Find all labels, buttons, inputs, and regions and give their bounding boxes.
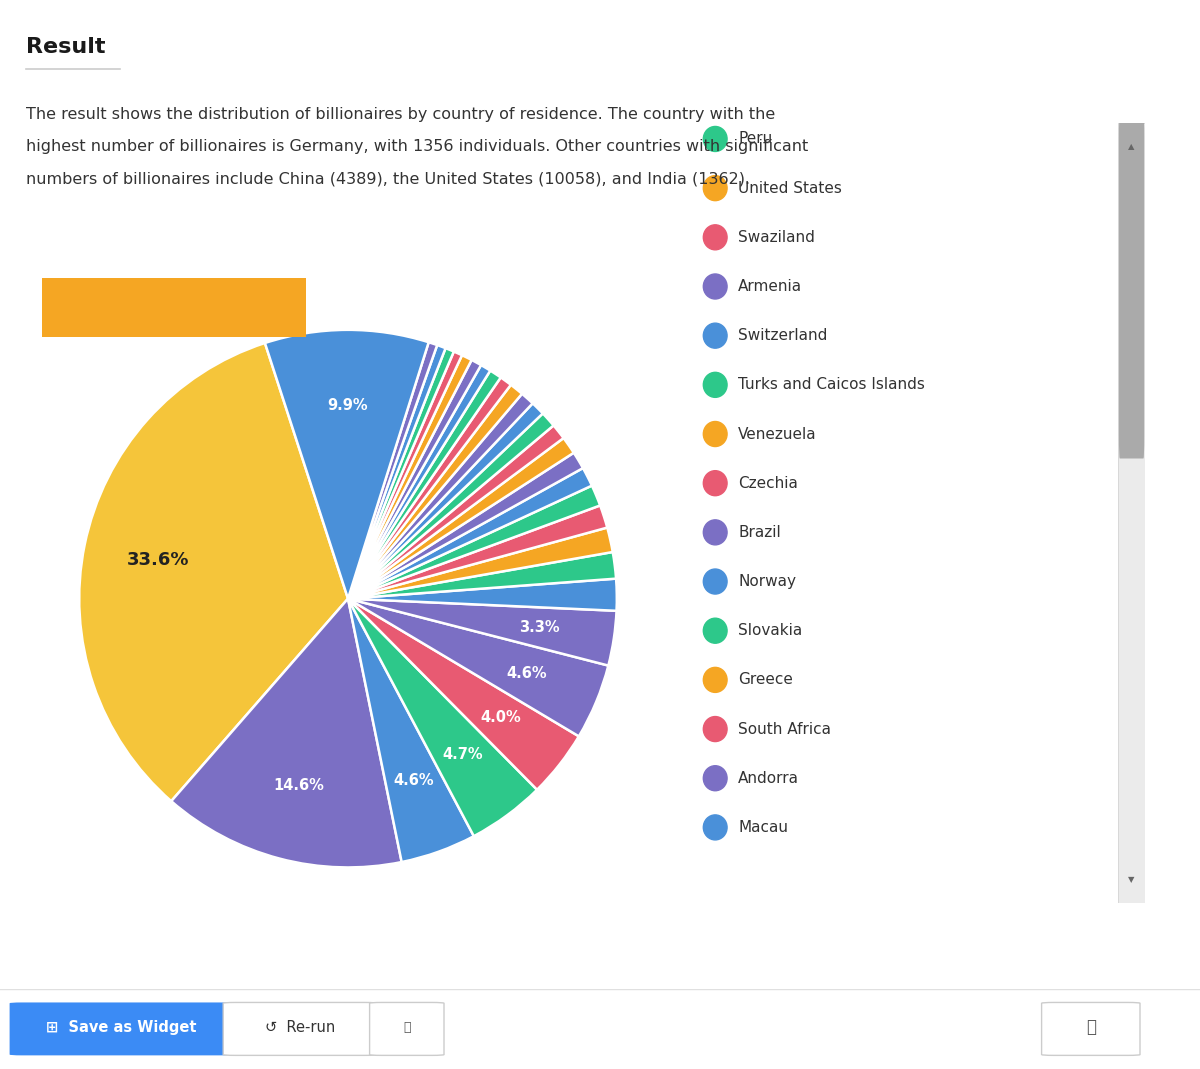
FancyBboxPatch shape [10,1003,232,1055]
Circle shape [703,175,727,201]
Text: South Africa: South Africa [738,722,830,737]
Text: 9.9%: 9.9% [326,398,367,413]
Text: 4.0%: 4.0% [480,711,521,726]
Wedge shape [348,371,500,599]
Text: highest number of billionaires is Germany, with 1356 individuals. Other countrie: highest number of billionaires is German… [26,139,809,154]
Wedge shape [348,599,578,790]
Text: Turks and Caicos Islands: Turks and Caicos Islands [738,377,925,392]
Text: The result shows the distribution of billionaires by country of residence. The c: The result shows the distribution of bil… [26,107,775,122]
Circle shape [703,716,727,742]
Text: United States:: United States: [58,299,162,315]
Text: Peru: Peru [738,131,773,146]
Wedge shape [348,599,474,862]
Wedge shape [348,528,613,599]
Text: ▼: ▼ [1128,874,1135,884]
Circle shape [703,667,727,693]
Wedge shape [348,377,511,599]
Wedge shape [348,355,472,599]
Text: ↺  Re-run: ↺ Re-run [265,1020,335,1035]
Text: Swaziland: Swaziland [738,230,815,245]
Circle shape [703,618,727,644]
Circle shape [703,126,727,152]
Text: Macau: Macau [738,820,788,835]
Circle shape [703,765,727,791]
Text: Venezuela: Venezuela [738,427,817,441]
FancyBboxPatch shape [223,1003,377,1055]
Circle shape [703,372,727,398]
Text: 14.6%: 14.6% [274,778,324,793]
Circle shape [703,470,727,496]
Text: Greece: Greece [738,672,793,687]
Text: ▲: ▲ [1128,142,1135,152]
Wedge shape [172,599,402,867]
Wedge shape [348,345,445,599]
Wedge shape [348,360,481,599]
Wedge shape [348,438,574,599]
Text: ⓘ: ⓘ [1086,1019,1096,1036]
Wedge shape [79,343,348,801]
Text: Armenia: Armenia [738,279,802,294]
Text: Norway: Norway [738,574,796,589]
Circle shape [703,815,727,840]
Text: ⊞  Save as Widget: ⊞ Save as Widget [46,1020,197,1035]
Wedge shape [348,599,538,836]
Text: Andorra: Andorra [738,771,799,786]
Wedge shape [348,506,607,599]
Wedge shape [265,330,428,599]
FancyBboxPatch shape [1118,115,1145,459]
FancyBboxPatch shape [1042,1003,1140,1055]
Wedge shape [348,393,533,599]
Circle shape [703,520,727,545]
Text: Slovakia: Slovakia [738,623,803,638]
Text: numbers of billionaires include China (4389), the United States (10058), and Ind: numbers of billionaires include China (4… [26,171,750,186]
Text: Switzerland: Switzerland [738,328,827,343]
Text: 4.6%: 4.6% [392,773,433,788]
Circle shape [703,421,727,447]
Text: 33.6%: 33.6% [127,551,190,569]
Circle shape [703,569,727,594]
Text: 10058: 10058 [214,299,265,315]
Text: Brazil: Brazil [738,525,781,540]
Text: 4.7%: 4.7% [443,747,482,762]
Text: United States: United States [738,181,842,196]
Text: 3.3%: 3.3% [520,620,559,635]
Wedge shape [348,468,592,599]
Text: ⬛: ⬛ [403,1021,410,1034]
Wedge shape [348,385,522,599]
FancyBboxPatch shape [20,274,328,341]
Wedge shape [348,403,542,599]
Wedge shape [348,414,553,599]
FancyBboxPatch shape [370,1003,444,1055]
Wedge shape [348,348,454,599]
Wedge shape [348,352,462,599]
Wedge shape [348,366,491,599]
Wedge shape [348,453,583,599]
Wedge shape [348,578,617,610]
FancyBboxPatch shape [1118,123,1145,903]
Wedge shape [348,342,437,599]
Text: 4.6%: 4.6% [506,666,547,681]
Wedge shape [348,485,600,599]
Circle shape [703,274,727,299]
Wedge shape [348,599,608,737]
Wedge shape [348,599,617,666]
Circle shape [703,224,727,250]
Text: Czechia: Czechia [738,476,798,491]
Wedge shape [348,552,616,599]
Text: Result: Result [26,37,106,58]
Circle shape [703,323,727,348]
Wedge shape [348,425,564,599]
